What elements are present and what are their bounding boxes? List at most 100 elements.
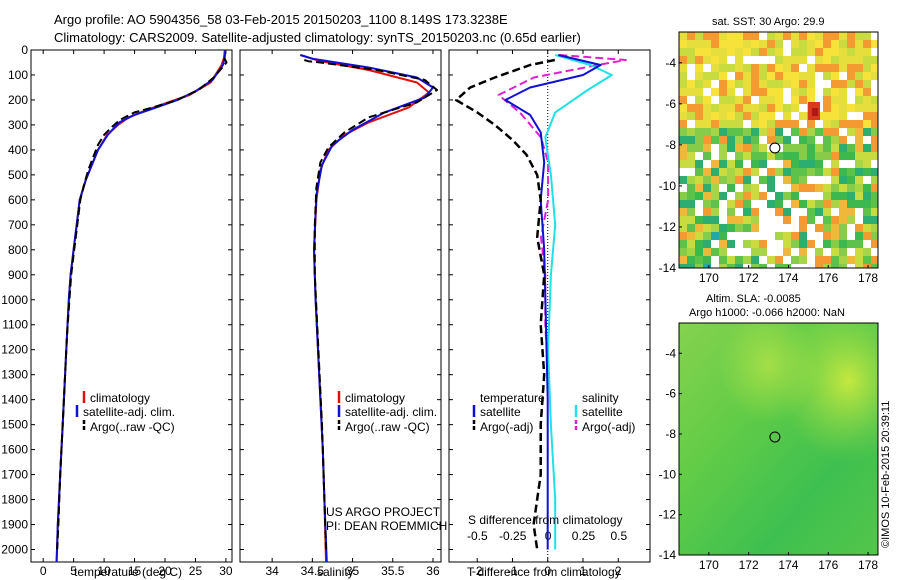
sst-cell	[855, 96, 863, 104]
lat-tick-label: -4	[665, 56, 676, 70]
sst-cell	[831, 88, 839, 96]
sst-cell	[831, 248, 839, 256]
sst-cell	[759, 80, 767, 88]
sst-cell	[791, 192, 799, 200]
sst-cell	[839, 208, 847, 216]
sst-cell	[863, 64, 871, 72]
sst-cell	[687, 216, 695, 224]
sst-cell	[703, 32, 711, 40]
lat-tick-label: -12	[659, 508, 677, 522]
sst-cell	[751, 64, 759, 72]
sst-cell	[871, 96, 878, 104]
sst-cell	[727, 136, 735, 144]
sst-cell	[863, 48, 871, 56]
sst-cell	[727, 112, 735, 120]
sst-cell	[855, 136, 863, 144]
sst-cell	[679, 48, 687, 56]
sst-cell	[783, 176, 791, 184]
sst-cell	[751, 72, 759, 80]
sst-cell	[711, 200, 719, 208]
sst-cell	[855, 144, 863, 152]
sst-cell	[767, 152, 775, 160]
sst-cell	[711, 72, 719, 80]
sst-cell	[695, 160, 703, 168]
sst-cell	[831, 256, 839, 264]
sst-cell	[775, 80, 783, 88]
sst-cell	[727, 128, 735, 136]
depth-tick-label: 500	[8, 168, 28, 182]
sst-cell	[831, 40, 839, 48]
sst-cell	[727, 64, 735, 72]
sst-cell	[791, 80, 799, 88]
sst-cell	[847, 80, 855, 88]
sst-cell	[831, 176, 839, 184]
s-diff-tick-label: -0.25	[499, 529, 527, 543]
sst-cell	[863, 216, 871, 224]
sst-cell	[679, 216, 687, 224]
sst-cell	[719, 264, 727, 268]
sst-cell	[719, 80, 727, 88]
sla-map-highlight-2	[679, 323, 878, 555]
sst-cell	[775, 192, 783, 200]
sst-cell	[863, 32, 871, 40]
depth-tick-label: 1100	[2, 318, 28, 332]
sst-cell	[687, 40, 695, 48]
sst-cell	[719, 256, 727, 264]
sst-cell	[863, 128, 871, 136]
sst-cell	[791, 32, 799, 40]
sst-cell	[703, 256, 711, 264]
sst-cell	[703, 80, 711, 88]
sst-cell	[727, 104, 735, 112]
sst-cell	[823, 96, 831, 104]
sst-cell	[751, 208, 759, 216]
sst-cell	[719, 96, 727, 104]
sst-cell	[743, 136, 751, 144]
sst-cell	[815, 56, 823, 64]
sst-cell	[679, 40, 687, 48]
sst-cell	[759, 72, 767, 80]
depth-tick-label: 700	[8, 218, 28, 232]
sst-cell	[807, 136, 815, 144]
sst-cell	[703, 184, 711, 192]
sst-cell	[871, 72, 878, 80]
sst-cell	[735, 48, 743, 56]
sst-cell	[807, 200, 815, 208]
sst-cell	[791, 232, 799, 240]
legend-satellite: satellite-adj. clim.	[345, 405, 437, 419]
sst-cell	[831, 168, 839, 176]
sst-cell	[871, 144, 878, 152]
sst-cell	[767, 80, 775, 88]
sst-cell	[759, 96, 767, 104]
depth-tick-label: 1200	[1, 343, 28, 357]
sst-cell	[695, 56, 703, 64]
sst-cell	[727, 200, 735, 208]
sst-cell	[735, 256, 743, 264]
depth-tick-label: 1300	[1, 368, 28, 382]
sst-cell	[679, 240, 687, 248]
sst-cell	[743, 200, 751, 208]
sst-cell	[823, 120, 831, 128]
sst-cell	[783, 160, 791, 168]
sst-cell	[711, 128, 719, 136]
sst-cell	[759, 264, 767, 268]
legend-climatology: climatology	[345, 391, 405, 405]
sst-cell	[751, 112, 759, 120]
lat-tick-label: -6	[665, 387, 676, 401]
sst-cell	[855, 248, 863, 256]
sst-cell	[839, 256, 847, 264]
sst-cell	[711, 48, 719, 56]
sst-cell	[863, 168, 871, 176]
sst-cell	[815, 224, 823, 232]
sst-cell	[679, 160, 687, 168]
sst-cell	[791, 256, 799, 264]
sst-cell	[775, 32, 783, 40]
lon-tick-label: 178	[858, 271, 878, 285]
legend-s-argo: Argo(-adj)	[582, 420, 635, 434]
sst-cell	[679, 32, 687, 40]
sst-cell	[735, 176, 743, 184]
sst-cell	[711, 136, 719, 144]
sst-cell	[871, 240, 878, 248]
sst-cell	[847, 152, 855, 160]
sst-cell	[759, 192, 767, 200]
sst-cell	[847, 48, 855, 56]
